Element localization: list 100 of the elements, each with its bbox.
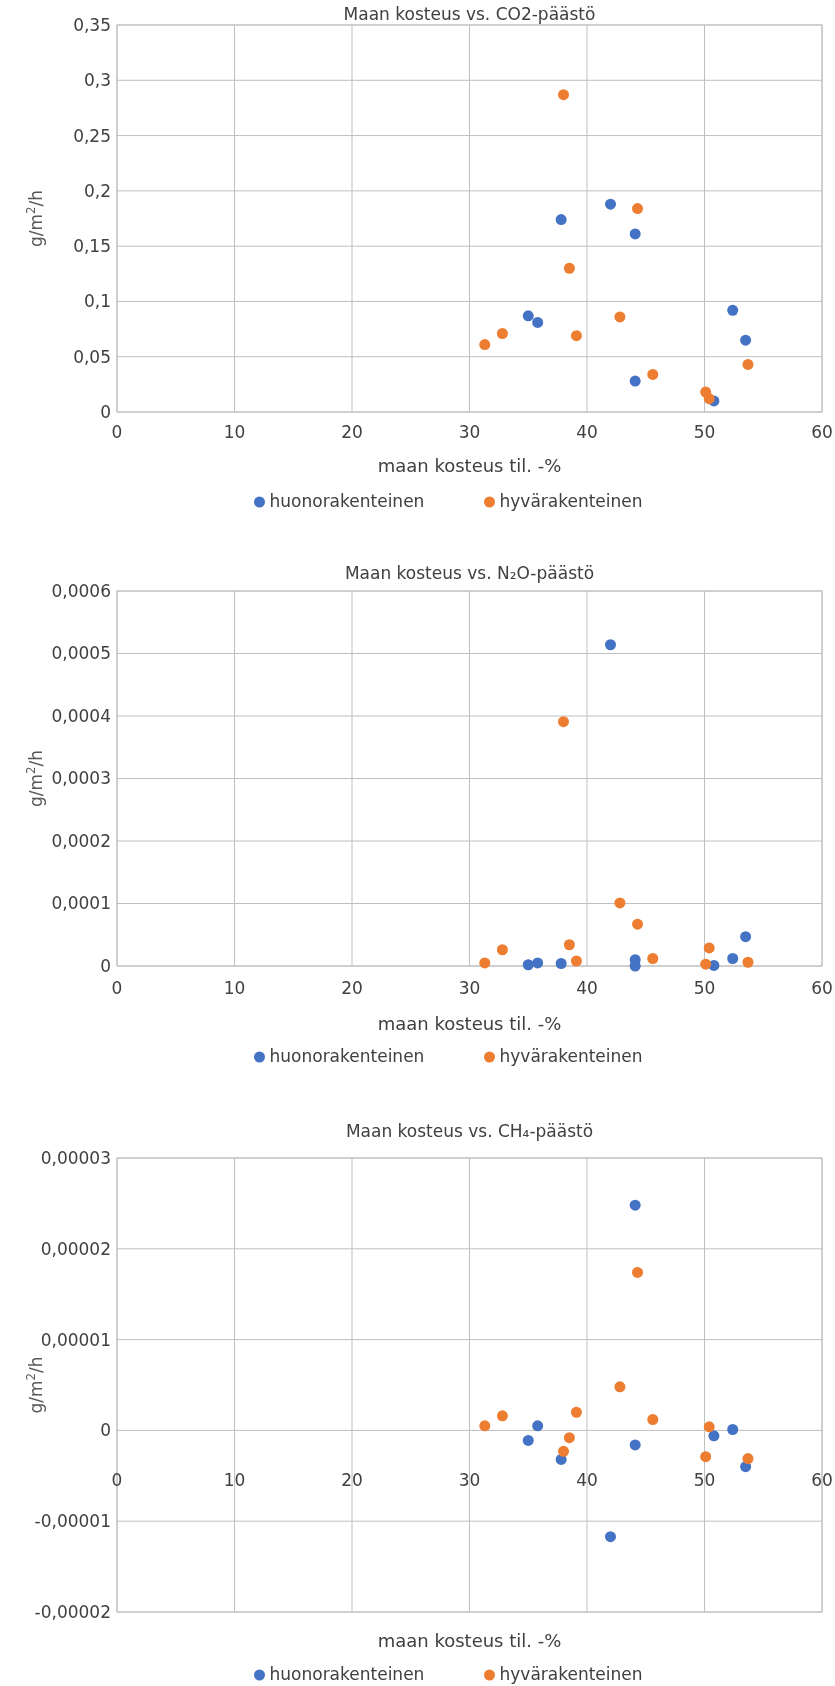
point bbox=[563, 1432, 575, 1444]
point bbox=[496, 327, 508, 339]
point bbox=[522, 310, 534, 322]
point bbox=[703, 942, 715, 954]
y-tick-label: -0,00002 bbox=[34, 1601, 111, 1622]
y-tick-label: 0 bbox=[100, 1420, 111, 1441]
point bbox=[558, 716, 569, 728]
point bbox=[479, 1420, 491, 1432]
x-tick-label: 60 bbox=[811, 1470, 833, 1491]
x-tick-label: 30 bbox=[458, 422, 481, 442]
y-tick-label: -0,00001 bbox=[34, 1511, 111, 1532]
x-tick-label: 50 bbox=[693, 1470, 716, 1491]
x-tick-label: 20 bbox=[341, 978, 363, 998]
point bbox=[629, 375, 641, 387]
chart-title: Maan kosteus vs. N₂O-päästö bbox=[344, 563, 595, 583]
point bbox=[532, 316, 544, 328]
x-tick-label: 10 bbox=[223, 978, 246, 998]
y-tick-label: 0,0002 bbox=[51, 830, 111, 851]
point bbox=[605, 1531, 616, 1543]
point bbox=[555, 214, 567, 226]
point bbox=[740, 334, 752, 346]
point bbox=[479, 957, 491, 969]
point bbox=[700, 958, 712, 970]
point bbox=[570, 955, 582, 967]
y-tick-label: 0,0005 bbox=[51, 643, 111, 664]
point bbox=[522, 1434, 534, 1446]
x-tick-label: 20 bbox=[341, 422, 363, 442]
point bbox=[563, 939, 575, 951]
x-tick-label: 20 bbox=[341, 1470, 363, 1491]
x-axis-title: maan kosteus til. -% bbox=[377, 1630, 562, 1651]
point bbox=[558, 1445, 569, 1457]
point bbox=[727, 1423, 739, 1435]
chart-title: Maan kosteus vs. CO2-päästö bbox=[343, 4, 596, 24]
y-tick-label: 0,0006 bbox=[51, 580, 111, 601]
point bbox=[479, 339, 491, 351]
legend-label: huonorakenteinen bbox=[269, 491, 425, 511]
point bbox=[700, 1451, 712, 1463]
x-tick-label: 10 bbox=[223, 422, 246, 442]
point bbox=[605, 198, 616, 210]
x-tick-label: 30 bbox=[458, 1470, 481, 1491]
y-tick-label: 0,3 bbox=[83, 70, 111, 91]
point bbox=[742, 956, 754, 968]
point bbox=[708, 1430, 720, 1442]
legend-label: hyvärakenteinen bbox=[499, 1664, 643, 1684]
point bbox=[703, 393, 715, 405]
legend-label: huonorakenteinen bbox=[269, 1664, 425, 1684]
x-axis-title: maan kosteus til. -% bbox=[377, 1013, 562, 1034]
legend-label: huonorakenteinen bbox=[269, 1046, 425, 1066]
point bbox=[532, 957, 544, 969]
point bbox=[742, 1453, 754, 1465]
point bbox=[632, 203, 644, 215]
y-tick-label: 0,35 bbox=[73, 14, 111, 35]
point bbox=[727, 953, 739, 964]
point bbox=[558, 89, 569, 101]
point bbox=[647, 368, 659, 380]
point bbox=[555, 958, 567, 969]
y-tick-label: 0,00001 bbox=[40, 1329, 111, 1350]
point bbox=[740, 931, 752, 943]
point bbox=[727, 304, 739, 316]
chart-title: Maan kosteus vs. CH₄-päästö bbox=[345, 1121, 594, 1141]
x-tick-label: 10 bbox=[223, 1470, 246, 1491]
point bbox=[632, 918, 644, 930]
x-tick-label: 30 bbox=[458, 978, 481, 998]
y-tick-label: 0,00003 bbox=[40, 1147, 111, 1168]
point bbox=[522, 959, 534, 971]
y-tick-label: 0,1 bbox=[83, 291, 111, 312]
y-tick-label: 0,25 bbox=[73, 125, 111, 146]
x-tick-label: 40 bbox=[576, 1470, 598, 1491]
y-tick-label: 0,0003 bbox=[51, 768, 111, 789]
legend-label: hyvärakenteinen bbox=[499, 1046, 643, 1066]
y-tick-label: 0,0004 bbox=[51, 705, 111, 726]
point bbox=[614, 897, 626, 909]
point bbox=[570, 1406, 582, 1418]
point bbox=[647, 953, 659, 964]
point bbox=[703, 1421, 715, 1433]
x-tick-label: 60 bbox=[811, 422, 833, 442]
point bbox=[570, 330, 582, 342]
legend-label: hyvärakenteinen bbox=[499, 491, 643, 511]
point bbox=[632, 1266, 644, 1278]
x-tick-label: 50 bbox=[693, 422, 716, 442]
y-tick-label: 0 bbox=[100, 401, 111, 422]
point bbox=[532, 1420, 544, 1432]
point bbox=[496, 944, 508, 956]
y-tick-label: 0,00002 bbox=[40, 1238, 111, 1259]
x-tick-label: 50 bbox=[693, 978, 716, 998]
point bbox=[629, 1439, 641, 1451]
y-tick-label: 0,0001 bbox=[51, 893, 111, 914]
point bbox=[496, 1410, 508, 1422]
point bbox=[614, 1381, 626, 1393]
point bbox=[614, 311, 626, 323]
point bbox=[629, 228, 641, 240]
y-tick-label: 0 bbox=[100, 955, 111, 976]
x-tick-label: 40 bbox=[576, 978, 598, 998]
x-axis-title: maan kosteus til. -% bbox=[377, 455, 562, 476]
point bbox=[647, 1414, 659, 1425]
point bbox=[605, 639, 616, 651]
point bbox=[563, 262, 575, 274]
point bbox=[629, 1199, 641, 1211]
x-tick-label: 60 bbox=[811, 978, 833, 998]
y-tick-label: 0,05 bbox=[73, 346, 111, 367]
